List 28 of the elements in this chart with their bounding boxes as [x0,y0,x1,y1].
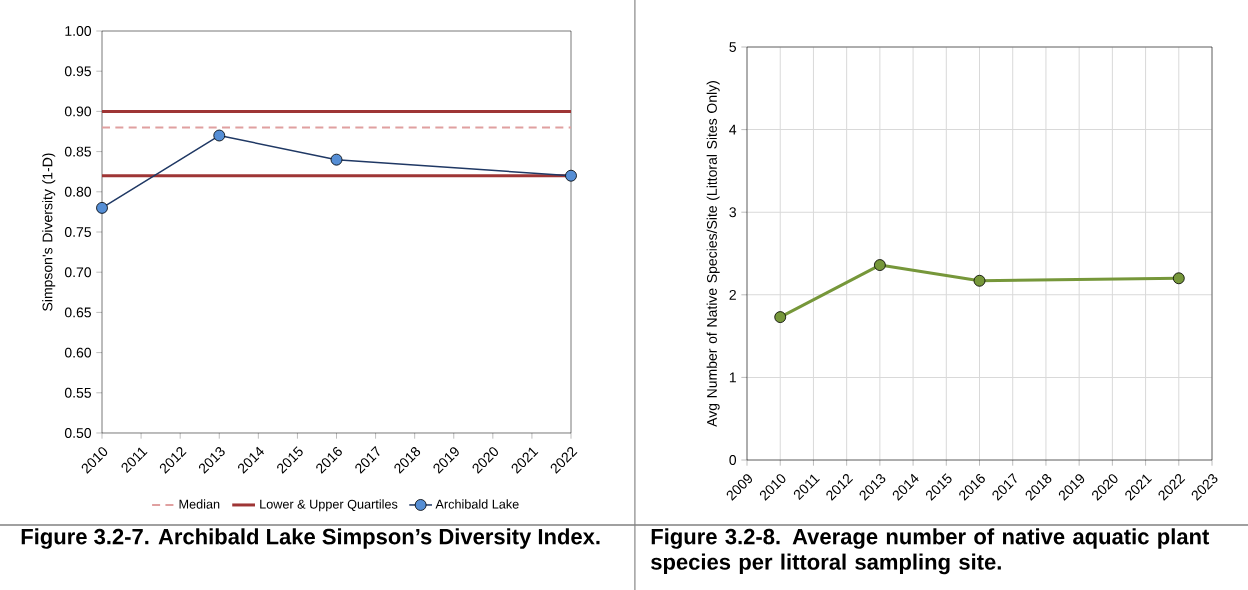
y-tick-label: 0.75 [64,227,92,237]
y-tick-label: 2 [729,289,736,300]
point [1172,272,1185,285]
y-tick-label: 0.55 [64,387,92,398]
y-tick-label: 4 [729,124,737,135]
y-tick-label: 0.85 [64,146,92,157]
legend-label: Lower & Upper Quartiles [260,499,398,512]
y-tick-label: 0.90 [64,106,92,117]
legend-label: Median [179,499,220,509]
y-tick-label: 0.50 [64,428,92,438]
y-tick-label: 0.60 [64,347,92,358]
y-axis-title: Avg Number of Native Species/Site (Littoral Sites Only) [706,81,720,427]
y-tick-label: 0.80 [64,186,92,197]
point [973,274,986,287]
point [873,259,886,271]
y-tick-label: 5 [729,42,737,52]
y-tick-label: 0.70 [64,267,92,278]
caption: Figure 3.2-7. Archibald Lake Simpson’s Diversity Index. [21,528,600,549]
point [774,311,787,323]
y-tick-label: 1 [729,372,736,383]
y-tick-label: 0.65 [64,307,92,318]
y-tick-label: 0.95 [64,66,92,77]
y-tick-label: 3 [729,207,736,218]
caption: Figure 3.2-8. Average number of native aquatic plant species per littoral sampling site. [651,528,1210,575]
y-tick-label: 0 [729,455,737,465]
y-tick-label: 1.00 [65,26,92,36]
legend-label: Archibald Lake [435,499,519,509]
y-axis-title: Simpson's Diversity (1-D) [42,153,56,311]
